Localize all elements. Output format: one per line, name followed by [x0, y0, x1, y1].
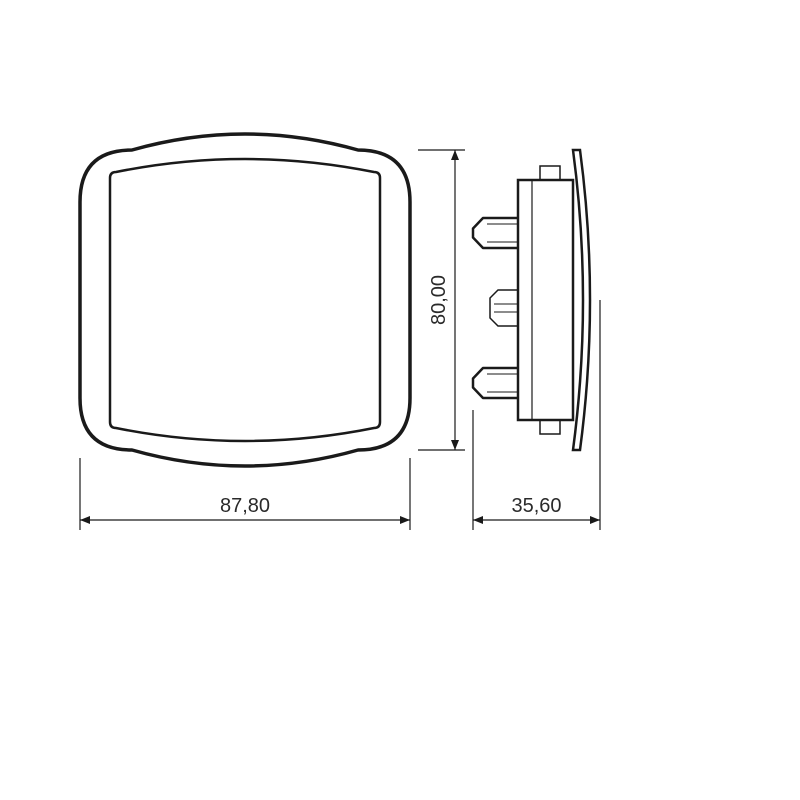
dim-arrowhead — [451, 150, 459, 160]
side-view — [473, 150, 590, 450]
side-terminal — [490, 290, 518, 326]
dim-arrowhead — [473, 516, 483, 524]
side-body — [518, 180, 573, 420]
side-tab — [540, 420, 560, 434]
dim-arrowhead — [80, 516, 90, 524]
dim-arrowhead — [590, 516, 600, 524]
side-clip — [473, 218, 518, 248]
side-tab — [540, 166, 560, 180]
width-dimension-label: 87,80 — [220, 495, 270, 517]
front-view-outer-frame — [80, 134, 410, 466]
height-dimension-label: 80,00 — [428, 275, 450, 325]
side-clip — [473, 368, 518, 398]
dim-arrowhead — [400, 516, 410, 524]
dim-arrowhead — [451, 440, 459, 450]
front-view-inner-rocker — [110, 159, 380, 441]
depth-dimension-label: 35,60 — [511, 495, 561, 517]
side-faceplate — [573, 150, 590, 450]
